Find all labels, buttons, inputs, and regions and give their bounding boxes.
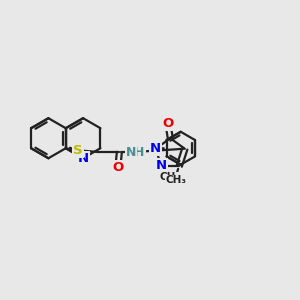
- Text: N: N: [126, 146, 136, 159]
- Text: N: N: [77, 152, 89, 165]
- Text: CH₃: CH₃: [165, 175, 186, 185]
- Text: N: N: [150, 142, 161, 155]
- Text: O: O: [112, 161, 124, 174]
- Text: N: N: [156, 159, 167, 172]
- Text: S: S: [73, 144, 83, 157]
- Text: O: O: [162, 117, 174, 130]
- Text: H: H: [134, 146, 145, 159]
- Text: CH₃: CH₃: [159, 172, 180, 182]
